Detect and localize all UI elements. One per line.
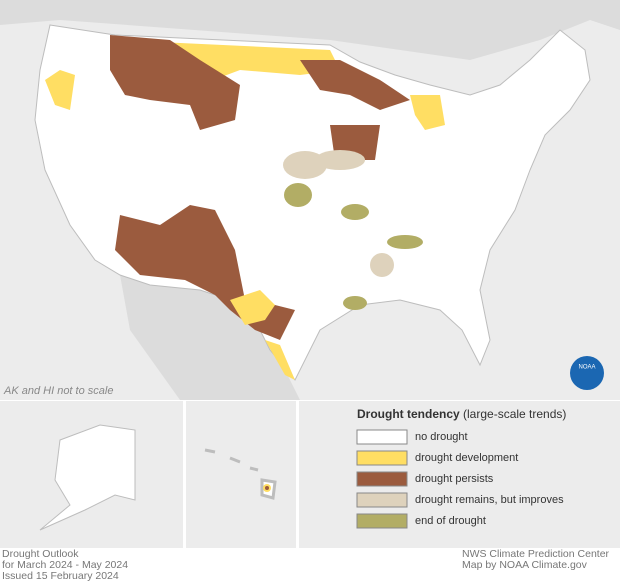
legend-swatch [356,492,408,508]
improves-area [315,150,365,170]
persists-area [300,60,410,110]
footer-left-line: Issued 15 February 2024 [2,570,119,582]
hawaii-inset [186,401,296,548]
legend-swatch [356,513,408,529]
legend-swatch [356,450,408,466]
footer-right-line: NWS Climate Prediction Center [462,548,610,560]
legend-label: drought remains, but improves [415,494,564,506]
development-area [230,290,275,325]
footer-right-line: Map by NOAA Climate.gov [462,559,588,571]
legend-label: end of drought [415,515,486,527]
improves-area [370,253,394,277]
hawaii [204,448,277,500]
legend-label: no drought [415,431,468,443]
legend-items: no drought drought development drought per… [356,429,564,529]
legend-panel [299,401,620,548]
end-area [341,204,369,220]
noaa-logo [570,356,604,390]
legend-swatch [356,471,408,487]
end-area [343,296,367,310]
development-area [265,340,295,380]
legend-swatch [356,429,408,445]
scale-note: AK and HI not to scale [3,385,113,397]
hawaii-persists [265,486,269,490]
legend-title: Drought tendency (large-scale trends) [357,407,566,421]
footer-left-line: Drought Outlook [2,548,79,560]
legend-label: drought persists [415,473,494,485]
legend-subtitle: (large-scale trends) [463,407,566,421]
development-area [45,70,75,110]
legend-title-main: Drought tendency [357,407,460,421]
footer-left-line: for March 2024 - May 2024 [2,559,128,571]
logo-text: NOAA [578,365,595,371]
development-area [410,95,445,130]
persists-area [110,35,240,130]
drought-areas [45,35,445,380]
end-area [387,235,423,249]
legend-label: drought development [415,452,518,464]
conus [34,24,591,381]
mexico [120,275,300,400]
canada [0,0,620,60]
end-area [284,183,312,207]
alaska [39,424,136,531]
